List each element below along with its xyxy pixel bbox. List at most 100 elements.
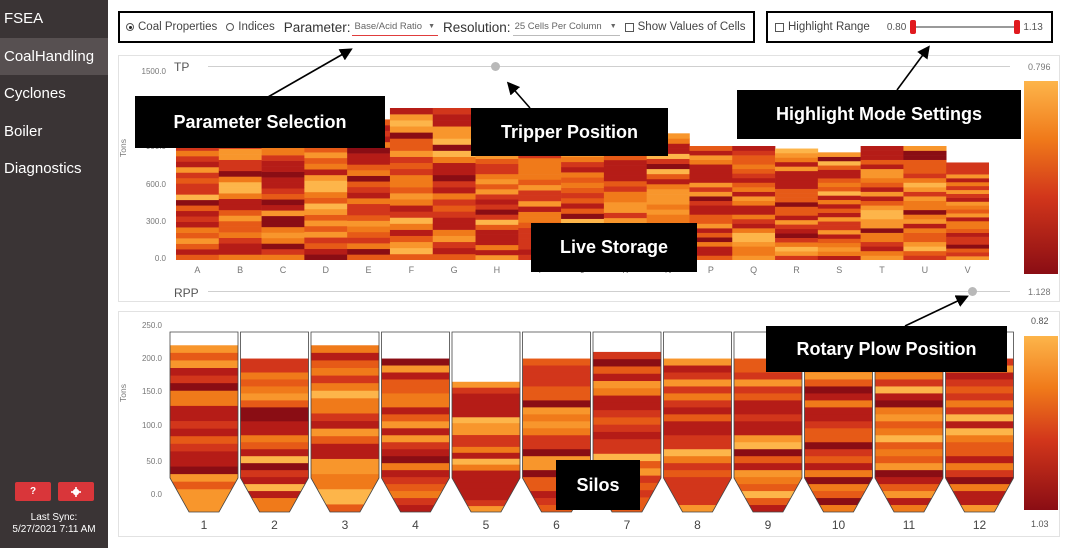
silo-band [875, 449, 943, 457]
sidebar: FSEA CoalHandling Cyclones Boiler Diagnostic… [0, 0, 108, 548]
sidebar-item-cyclones[interactable]: Cyclones [4, 85, 66, 102]
heatmap-cell [304, 191, 348, 198]
heatmap-cell [946, 213, 989, 218]
heatmap-cell [518, 190, 562, 196]
heatmap-cell [689, 209, 733, 215]
heatmap-cell [817, 255, 861, 260]
heatmap-cell [261, 182, 305, 189]
settings-button[interactable] [58, 482, 94, 501]
heatmap-cell [732, 150, 776, 156]
silo-band [734, 498, 802, 506]
silo-band [734, 400, 802, 408]
sidebar-item-boiler[interactable]: Boiler [4, 122, 43, 140]
silo-band [804, 505, 873, 512]
slider-min-handle[interactable] [910, 20, 917, 34]
silo-band [734, 484, 802, 492]
silo-band [945, 470, 1014, 478]
silo-y-tick: 200.0 [141, 354, 162, 363]
heatmap-cell [347, 248, 391, 255]
silo-band [452, 494, 520, 501]
heatmap-cell [304, 214, 348, 221]
silo-scale-bottom: 1.03 [1031, 519, 1049, 529]
heatmap-cell [860, 223, 904, 229]
silo-band [734, 505, 802, 512]
heatmap-cell [304, 169, 348, 176]
silo-band [804, 400, 873, 408]
silo-band [452, 482, 520, 489]
resolution-select[interactable]: 25 Cells Per Column ▼ [512, 19, 620, 36]
heatmap-cell [860, 255, 904, 260]
heatmap-cell [347, 192, 391, 199]
silo-band [663, 442, 732, 450]
silo-band [170, 398, 238, 407]
highlight-range-slider[interactable] [910, 19, 1021, 35]
heatmap-cell [646, 148, 690, 154]
heatmap-cell [518, 168, 562, 175]
heatmap-cell [732, 173, 776, 179]
heatmap-cell [432, 162, 476, 170]
heatmap-cell [946, 252, 989, 257]
silo-band [381, 365, 450, 373]
sidebar-item-coalhandling[interactable]: CoalHandling [0, 37, 108, 75]
silo-band [452, 405, 520, 412]
heatmap-cell [603, 191, 647, 198]
rotary-plow-knob[interactable] [968, 287, 977, 296]
heatmap-cell [475, 178, 519, 185]
tripper-knob[interactable] [491, 62, 500, 71]
heatmap-cell [903, 241, 947, 247]
heatmap-cell [732, 241, 776, 247]
heatmap-cell [646, 168, 690, 175]
sidebar-item-diagnostics[interactable]: Diagnostics [4, 160, 82, 177]
rpp-label: RPP [174, 286, 199, 300]
radio-indices[interactable] [226, 23, 235, 31]
slider-max-handle[interactable] [1014, 20, 1021, 34]
silo-band [875, 498, 943, 506]
silo-band [663, 372, 732, 380]
parameter-select[interactable]: Base/Acid Ratio ▼ [352, 19, 439, 36]
silo-band [452, 417, 520, 424]
show-values-checkbox[interactable] [624, 22, 634, 32]
heatmap-cell [518, 163, 562, 169]
heatmap-cell [176, 150, 220, 157]
heatmap-cell [817, 225, 861, 231]
silo-band [170, 428, 238, 437]
silo-band [875, 393, 943, 401]
heatmap-cell [903, 164, 947, 170]
heatmap-cell [860, 150, 904, 156]
silo-band [593, 417, 661, 426]
heatmap-cell [946, 220, 989, 226]
silo-band [170, 474, 238, 483]
radio-coal-properties[interactable] [126, 23, 134, 31]
heatmap-cell [732, 232, 776, 238]
heatmap-cell [689, 228, 733, 233]
heatmap-cell [860, 218, 904, 224]
radio-coal-label: Coal Properties [138, 21, 218, 33]
heatmap-cell [432, 241, 476, 249]
silo-band [170, 466, 238, 475]
heatmap-cell [218, 204, 262, 211]
silo-band [734, 463, 802, 471]
heatmap-cell [176, 188, 220, 195]
silo-band [381, 456, 450, 464]
chevron-down-icon: ▼ [428, 22, 436, 30]
heatmap-cell [389, 229, 434, 236]
silo-8 [663, 331, 732, 513]
heatmap-cell [860, 182, 904, 188]
heatmap-cell [389, 199, 434, 206]
silo-band [804, 435, 873, 443]
silo-band [170, 421, 238, 430]
silo-band [452, 488, 520, 495]
heatmap-cell [561, 208, 605, 214]
heatmap-cell [860, 191, 904, 197]
silo-band [593, 381, 661, 389]
heatmap-cell [176, 166, 220, 173]
silo-band [945, 498, 1014, 506]
help-button[interactable]: ? [15, 482, 51, 501]
heatmap-cell [389, 235, 434, 243]
heatmap-cell [432, 108, 476, 115]
heatmap-cell [775, 228, 819, 234]
sidebar-item-fsea[interactable]: FSEA [4, 10, 44, 27]
highlight-range-checkbox[interactable] [775, 22, 784, 32]
heatmap-cell [176, 199, 220, 206]
heatmap-cell [732, 159, 776, 165]
